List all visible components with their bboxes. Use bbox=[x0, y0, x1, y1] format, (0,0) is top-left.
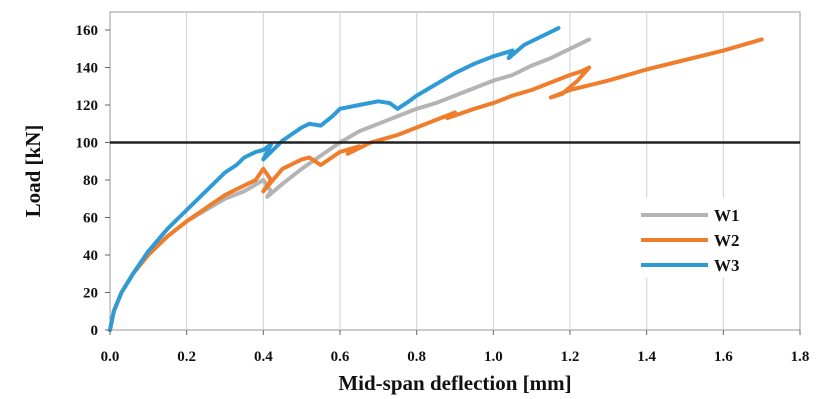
y-axis-title: Load [kN] bbox=[21, 125, 45, 218]
plot-area bbox=[109, 11, 801, 331]
y-tick-label: 100 bbox=[76, 136, 99, 152]
y-tick-label: 80 bbox=[83, 173, 98, 189]
x-tick-label: 1.8 bbox=[791, 349, 810, 365]
y-tick-label: 160 bbox=[76, 23, 99, 39]
y-tick-label: 0 bbox=[91, 323, 99, 339]
y-tick-label: 60 bbox=[83, 211, 98, 227]
y-tick-label: 20 bbox=[83, 286, 98, 302]
x-tick-label: 1.0 bbox=[484, 349, 503, 365]
x-tick-label: 1.2 bbox=[561, 349, 580, 365]
legend-label-w2: W2 bbox=[714, 231, 740, 250]
series-lines bbox=[108, 26, 764, 332]
x-tick-label: 1.4 bbox=[637, 349, 656, 365]
y-tick-label: 140 bbox=[76, 61, 99, 77]
y-tick-label: 120 bbox=[76, 98, 99, 114]
series-line-w3 bbox=[108, 26, 561, 332]
x-tick-label: 0.2 bbox=[177, 349, 196, 365]
series-line-w2 bbox=[108, 37, 764, 332]
x-axis-title: Mid-span deflection [mm] bbox=[338, 371, 571, 395]
legend-label-w3: W3 bbox=[714, 256, 740, 275]
tick-labels: 0.0 0.2 0.4 0.6 0.8 1.0 1.2 1.4 1.6 1.8 0 20 40 60 80 1… bbox=[76, 23, 810, 365]
legend-label-w1: W1 bbox=[714, 206, 740, 225]
x-tick-label: 0.8 bbox=[407, 349, 426, 365]
x-tick-label: 0.0 bbox=[101, 349, 120, 365]
x-tick-label: 0.4 bbox=[254, 349, 273, 365]
legend: W1 W2 W3 bbox=[615, 198, 765, 278]
gridlines bbox=[186, 12, 724, 330]
x-tick-label: 1.6 bbox=[714, 349, 733, 365]
y-tick-label: 40 bbox=[83, 248, 98, 264]
x-tick-label: 0.6 bbox=[331, 349, 350, 365]
